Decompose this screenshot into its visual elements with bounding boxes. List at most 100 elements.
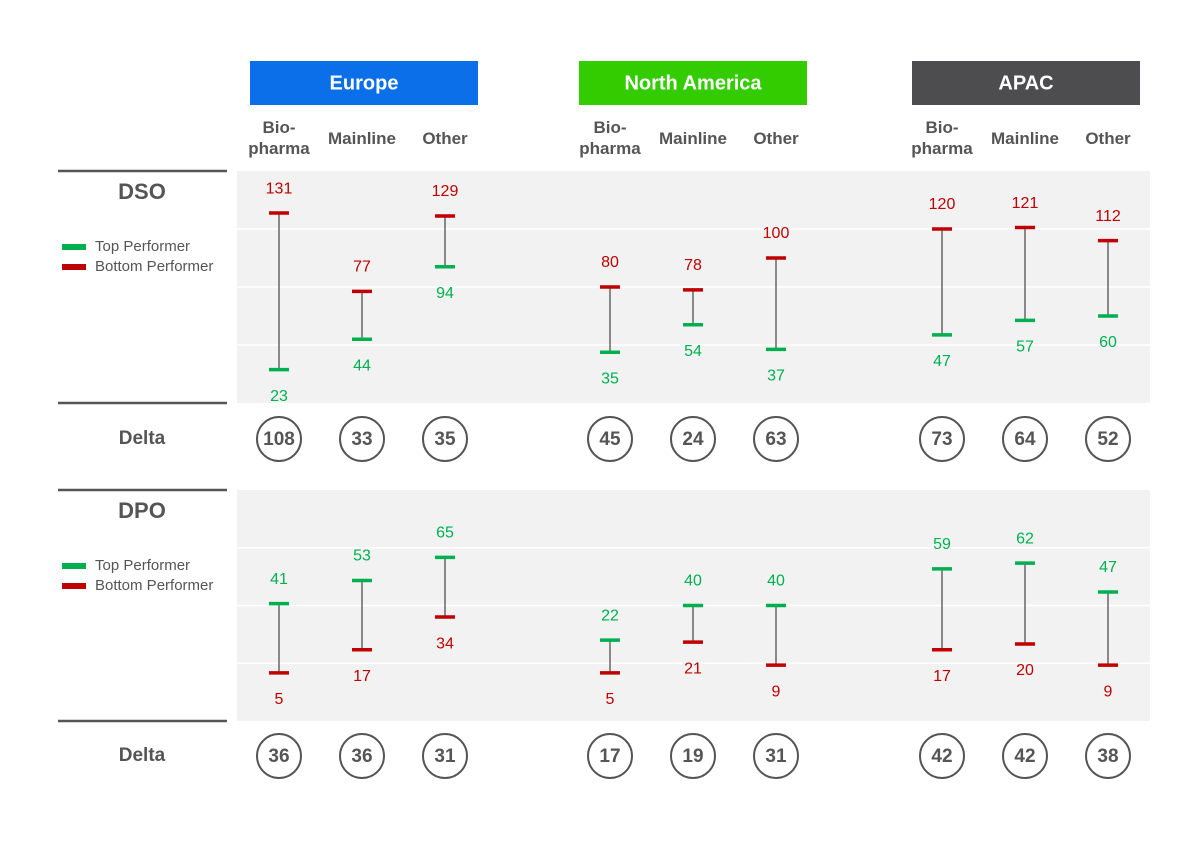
value-label: 9 xyxy=(1104,683,1113,700)
value-label: 94 xyxy=(436,285,454,302)
legend-label: Top Performer xyxy=(95,238,190,255)
delta-value: 38 xyxy=(1097,746,1118,767)
delta-label: Delta xyxy=(119,745,166,766)
delta-value: 42 xyxy=(1014,746,1035,767)
delta-value: 73 xyxy=(931,429,952,450)
delta-circle xyxy=(587,733,633,779)
value-label: 112 xyxy=(1095,208,1121,225)
delta-circle xyxy=(670,733,716,779)
group-header xyxy=(912,61,1140,105)
delta-circle xyxy=(422,733,468,779)
category-label: Bio-pharma xyxy=(911,118,973,158)
legend-swatch xyxy=(62,563,86,569)
delta-value: 45 xyxy=(599,429,621,450)
value-label: 80 xyxy=(601,254,619,271)
delta-circle xyxy=(1002,733,1048,779)
delta-circle xyxy=(919,416,965,462)
value-label: 120 xyxy=(929,196,956,213)
delta-value: 35 xyxy=(434,429,456,450)
value-label: 44 xyxy=(353,357,371,374)
value-label: 54 xyxy=(684,343,702,360)
delta-label: Delta xyxy=(119,428,166,449)
value-label: 121 xyxy=(1012,195,1039,212)
delta-circle xyxy=(753,733,799,779)
delta-circle xyxy=(339,733,385,779)
legend-swatch xyxy=(62,583,86,589)
delta-circle xyxy=(422,416,468,462)
delta-value: 42 xyxy=(931,746,952,767)
delta-circle xyxy=(1085,416,1131,462)
delta-circle xyxy=(753,416,799,462)
category-label: Bio-pharma xyxy=(248,118,310,158)
category-label: Other xyxy=(1085,128,1131,148)
value-label: 5 xyxy=(275,691,284,708)
value-label: 34 xyxy=(436,635,454,652)
legend-swatch xyxy=(62,244,86,250)
category-label: Bio-pharma xyxy=(579,118,641,158)
delta-value: 33 xyxy=(351,429,372,450)
group-header xyxy=(579,61,807,105)
delta-value: 17 xyxy=(599,746,620,767)
value-label: 60 xyxy=(1099,334,1117,351)
delta-circle xyxy=(1085,733,1131,779)
delta-circle xyxy=(256,733,302,779)
delta-value: 19 xyxy=(682,746,703,767)
delta-circle xyxy=(1002,416,1048,462)
legend-swatch xyxy=(62,264,86,270)
category-label: Other xyxy=(753,128,799,148)
value-label: 5 xyxy=(606,691,615,708)
value-label: 129 xyxy=(432,183,459,200)
value-label: 41 xyxy=(270,571,288,588)
delta-value: 108 xyxy=(263,429,295,450)
group-title: Europe xyxy=(330,72,399,94)
value-label: 47 xyxy=(1099,559,1117,576)
group-header xyxy=(250,61,478,105)
delta-value: 31 xyxy=(434,746,456,767)
delta-value: 36 xyxy=(351,746,372,767)
value-label: 65 xyxy=(436,525,454,542)
value-label: 47 xyxy=(933,353,951,370)
value-label: 22 xyxy=(601,607,619,624)
value-label: 77 xyxy=(353,259,371,276)
value-label: 23 xyxy=(270,388,288,405)
value-label: 40 xyxy=(684,573,702,590)
value-label: 17 xyxy=(933,668,951,685)
group-title: North America xyxy=(624,72,762,94)
category-label: Mainline xyxy=(658,128,727,148)
delta-value: 52 xyxy=(1097,429,1118,450)
value-label: 57 xyxy=(1016,339,1034,356)
value-label: 59 xyxy=(933,536,951,553)
delta-value: 24 xyxy=(682,429,704,450)
delta-circle xyxy=(256,416,302,462)
value-label: 17 xyxy=(353,668,371,685)
value-label: 37 xyxy=(767,368,785,385)
category-label: Other xyxy=(422,128,468,148)
delta-circle xyxy=(339,416,385,462)
delta-value: 64 xyxy=(1014,429,1036,450)
legend-label: Top Performer xyxy=(95,557,190,574)
delta-value: 31 xyxy=(765,746,787,767)
delta-value: 36 xyxy=(268,746,289,767)
legend-label: Bottom Performer xyxy=(95,577,213,594)
value-label: 9 xyxy=(772,683,781,700)
value-label: 62 xyxy=(1016,530,1034,547)
value-label: 131 xyxy=(266,180,293,197)
value-label: 53 xyxy=(353,548,371,565)
delta-value: 63 xyxy=(765,429,786,450)
legend-label: Bottom Performer xyxy=(95,258,213,275)
value-label: 20 xyxy=(1016,662,1034,679)
delta-circle xyxy=(919,733,965,779)
value-label: 100 xyxy=(763,225,790,242)
value-label: 35 xyxy=(601,370,619,387)
value-label: 40 xyxy=(767,573,785,590)
panel-title: DPO xyxy=(118,498,166,523)
delta-circle xyxy=(587,416,633,462)
group-title: APAC xyxy=(998,72,1053,94)
panel-title: DSO xyxy=(118,179,166,204)
value-label: 21 xyxy=(684,660,702,677)
category-label: Mainline xyxy=(327,128,396,148)
delta-circle xyxy=(670,416,716,462)
category-label: Mainline xyxy=(990,128,1059,148)
